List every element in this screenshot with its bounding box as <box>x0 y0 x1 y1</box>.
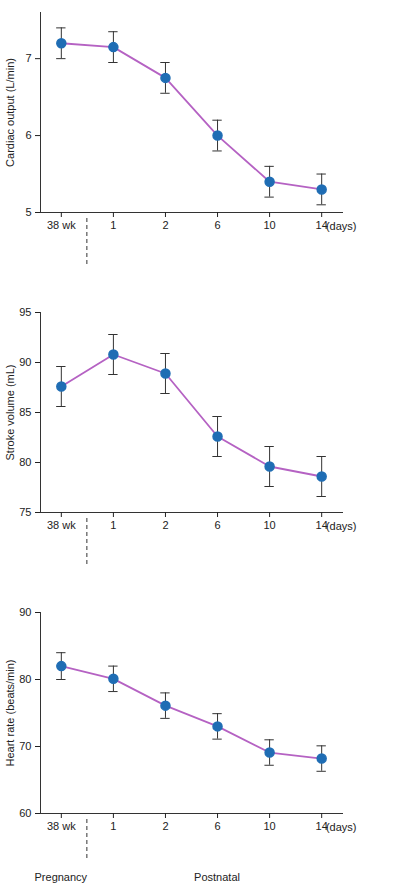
svg-text:14: 14 <box>315 519 328 532</box>
svg-text:6: 6 <box>25 129 31 141</box>
svg-text:10: 10 <box>263 519 275 531</box>
svg-text:14: 14 <box>315 820 328 833</box>
svg-text:1: 1 <box>110 219 116 231</box>
svg-text:2: 2 <box>162 219 168 231</box>
svg-text:(days): (days) <box>326 821 357 833</box>
svg-text:80: 80 <box>19 456 31 468</box>
svg-text:90: 90 <box>19 356 31 368</box>
svg-text:5: 5 <box>25 206 31 218</box>
svg-text:80: 80 <box>19 673 31 685</box>
svg-text:Cardiac output (L/min): Cardiac output (L/min) <box>4 58 16 167</box>
svg-text:6: 6 <box>214 219 220 231</box>
svg-text:38 wk: 38 wk <box>47 820 76 832</box>
svg-text:70: 70 <box>19 740 31 752</box>
svg-text:6: 6 <box>214 519 220 531</box>
svg-text:10: 10 <box>263 219 275 231</box>
svg-text:90: 90 <box>19 606 31 618</box>
svg-text:38 wk: 38 wk <box>47 219 76 231</box>
svg-text:Heart rate (beats/min): Heart rate (beats/min) <box>4 660 16 767</box>
svg-text:95: 95 <box>19 306 31 318</box>
svg-text:38 wk: 38 wk <box>47 519 76 531</box>
svg-text:10: 10 <box>263 820 275 832</box>
svg-text:(days): (days) <box>326 520 357 532</box>
svg-text:85: 85 <box>19 406 31 418</box>
svg-text:2: 2 <box>162 820 168 832</box>
svg-text:75: 75 <box>19 506 31 518</box>
svg-text:7: 7 <box>25 52 31 64</box>
svg-text:14: 14 <box>315 219 328 232</box>
svg-text:(days): (days) <box>326 220 357 232</box>
svg-text:1: 1 <box>110 519 116 531</box>
svg-text:6: 6 <box>214 820 220 832</box>
svg-text:Pregnancy: Pregnancy <box>35 871 88 883</box>
svg-text:60: 60 <box>19 807 31 819</box>
svg-text:Postnatal: Postnatal <box>194 871 240 883</box>
svg-text:1: 1 <box>110 820 116 832</box>
svg-text:2: 2 <box>162 519 168 531</box>
svg-text:Stroke volume (mL): Stroke volume (mL) <box>4 365 16 461</box>
